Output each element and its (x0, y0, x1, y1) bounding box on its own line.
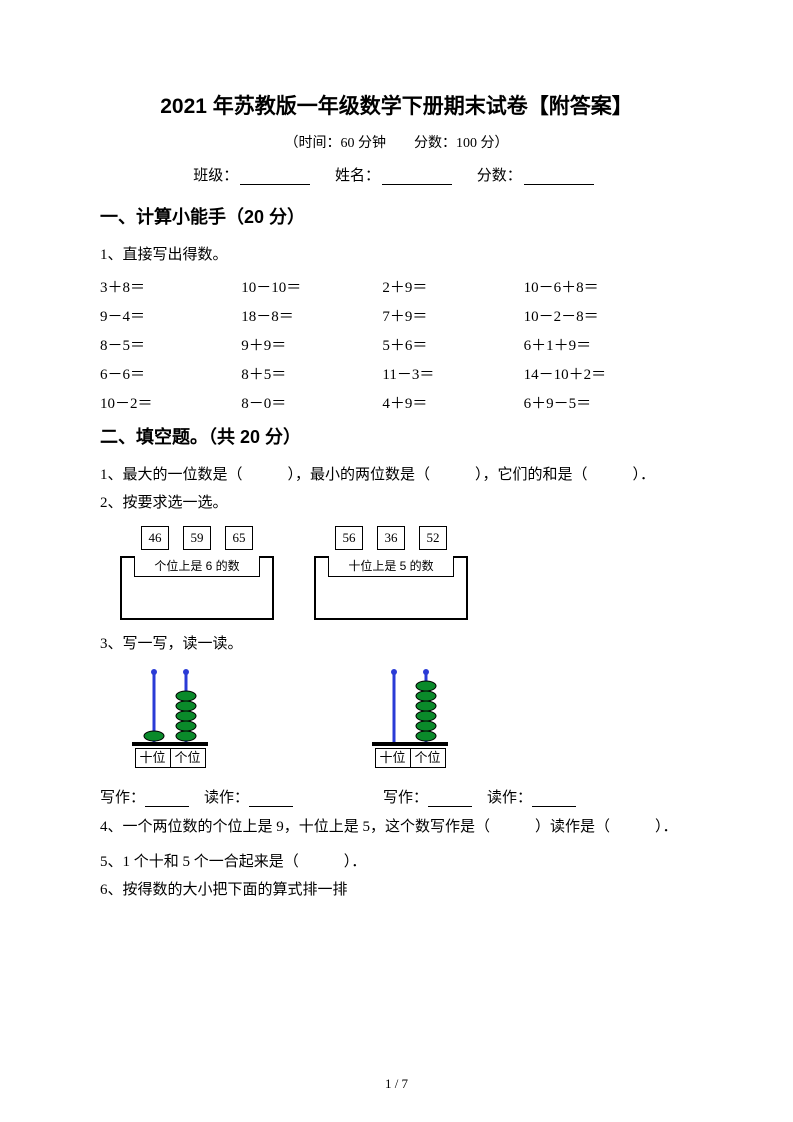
calc-cell: 8－5＝ (100, 334, 241, 355)
read-label: 读作： (487, 790, 532, 806)
calc-cell: 14－10＋2＝ (524, 363, 693, 384)
calc-grid: 3＋8＝10－10＝2＋9＝10－6＋8＝ 9－4＝18－8＝7＋9＝10－2－8… (100, 276, 693, 413)
calc-cell: 5＋6＝ (382, 334, 523, 355)
q2-group: 56 36 52 十位上是 5 的数 (314, 526, 468, 620)
s2-q5: 5、1 个十和 5 个一合起来是（ ）． (100, 848, 693, 877)
num-row: 56 36 52 (335, 526, 447, 550)
q1-label: 1、直接写出得数。 (100, 241, 693, 270)
s2-q6: 6、按得数的大小把下面的算式排一排 (100, 876, 693, 905)
s2-q3-label: 3、写一写，读一读。 (100, 630, 693, 659)
calc-cell: 10－10＝ (241, 276, 382, 297)
num-row: 46 59 65 (141, 526, 253, 550)
info-line: 班级： 姓名： 分数： (100, 164, 693, 185)
calc-cell: 10－2－8＝ (524, 305, 693, 326)
abacus: 十位个位 (130, 668, 210, 768)
calc-cell: 6＋1＋9＝ (524, 334, 693, 355)
s2-q1: 1、最大的一位数是（ ），最小的两位数是（ ），它们的和是（ ）． (100, 461, 693, 490)
read-label: 读作： (204, 790, 249, 806)
abacus-labels: 十位个位 (375, 748, 446, 768)
abacus: 十位个位 (370, 668, 450, 768)
calc-cell: 9＋9＝ (241, 334, 382, 355)
calc-cell: 2＋9＝ (382, 276, 523, 297)
class-blank[interactable] (240, 168, 310, 185)
abacus-place-label: 十位 (136, 749, 171, 767)
class-label: 班级： (193, 168, 238, 184)
bin-label: 十位上是 5 的数 (328, 556, 454, 577)
num-box: 56 (335, 526, 363, 550)
section1-heading: 一、计算小能手（20 分） (100, 203, 693, 229)
bin-label: 个位上是 6 的数 (134, 556, 260, 577)
name-blank[interactable] (382, 168, 452, 185)
write-read-1: 写作： 读作： (100, 786, 293, 807)
section2-heading: 二、填空题。（共 20 分） (100, 423, 693, 449)
page-footer: 1 / 7 (0, 1076, 793, 1092)
write-blank-2[interactable] (428, 792, 472, 807)
s2-q2-label: 2、按要求选一选。 (100, 489, 693, 518)
write-blank-1[interactable] (145, 792, 189, 807)
calc-cell: 3＋8＝ (100, 276, 241, 297)
calc-cell: 18－8＝ (241, 305, 382, 326)
write-read-row: 写作： 读作： 写作： 读作： (100, 786, 693, 807)
title: 2021 年苏教版一年级数学下册期末试卷【附答案】 (100, 90, 693, 120)
s2-q4: 4、一个两位数的个位上是 9，十位上是 5，这个数写作是（ ）读作是（ ）． (100, 813, 693, 842)
num-box: 36 (377, 526, 405, 550)
sort-bin: 个位上是 6 的数 (120, 556, 274, 620)
sort-bin: 十位上是 5 的数 (314, 556, 468, 620)
page: 2021 年苏教版一年级数学下册期末试卷【附答案】 （时间：60 分钟 分数：1… (0, 0, 793, 1122)
calc-cell: 11－3＝ (382, 363, 523, 384)
abacus-place-label: 个位 (171, 749, 205, 767)
calc-cell: 6＋9－5＝ (524, 392, 693, 413)
num-box: 59 (183, 526, 211, 550)
abacus-labels: 十位个位 (135, 748, 206, 768)
num-box: 46 (141, 526, 169, 550)
name-label: 姓名： (335, 168, 380, 184)
num-box: 65 (225, 526, 253, 550)
abacus-place-label: 个位 (411, 749, 445, 767)
q2-wrap: 46 59 65 个位上是 6 的数 56 36 52 十位上是 5 的数 (120, 526, 693, 620)
num-box: 52 (419, 526, 447, 550)
calc-cell: 9－4＝ (100, 305, 241, 326)
calc-cell: 10－6＋8＝ (524, 276, 693, 297)
calc-cell: 8－0＝ (241, 392, 382, 413)
calc-cell: 8＋5＝ (241, 363, 382, 384)
abacus-place-label: 十位 (376, 749, 411, 767)
write-label: 写作： (383, 790, 428, 806)
read-blank-2[interactable] (532, 792, 576, 807)
write-read-2: 写作： 读作： (383, 786, 576, 807)
read-blank-1[interactable] (249, 792, 293, 807)
score-label: 分数： (477, 168, 522, 184)
q2-group: 46 59 65 个位上是 6 的数 (120, 526, 274, 620)
score-blank[interactable] (524, 168, 594, 185)
calc-cell: 4＋9＝ (382, 392, 523, 413)
calc-cell: 10－2＝ (100, 392, 241, 413)
abacus-row: 十位个位十位个位 (130, 668, 693, 768)
subtitle: （时间：60 分钟 分数：100 分） (100, 132, 693, 152)
calc-cell: 6－6＝ (100, 363, 241, 384)
write-label: 写作： (100, 790, 145, 806)
calc-cell: 7＋9＝ (382, 305, 523, 326)
